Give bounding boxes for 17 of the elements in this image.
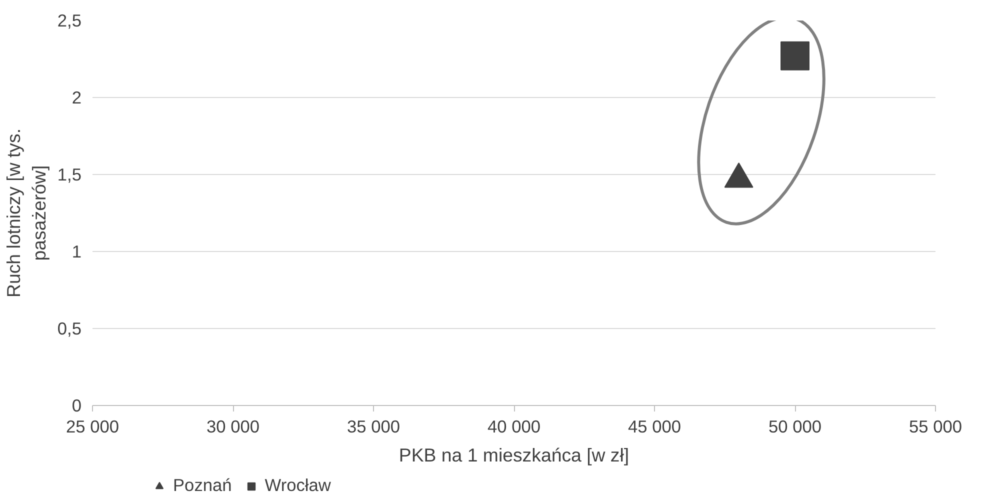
x-tick-label: 55 000 (909, 416, 962, 436)
x-tick-label: 40 000 (488, 416, 540, 436)
x-axis-title: PKB na 1 mieszkańca [w zł] (398, 444, 630, 466)
y-tick-label: 1,5 (57, 164, 82, 184)
legend-label: Wrocław (264, 475, 331, 496)
y-tick-label: 2,5 (57, 10, 82, 30)
x-tick-label: 45 000 (628, 416, 681, 436)
y-tick-label: 0 (72, 396, 82, 416)
x-tick-label: 35 000 (347, 416, 400, 436)
y-axis-title: Ruch lotniczy [w tys. pasażerów] (3, 128, 50, 298)
x-tick-label: 50 000 (768, 416, 822, 436)
x-tick-label: 25 000 (66, 416, 119, 436)
y-tick-label: 0,5 (57, 318, 82, 338)
y-tick-label: 2 (72, 88, 82, 108)
legend-label: Poznań (173, 475, 232, 496)
x-tick-label: 30 000 (206, 416, 260, 436)
y-tick-label: 1 (72, 242, 82, 262)
